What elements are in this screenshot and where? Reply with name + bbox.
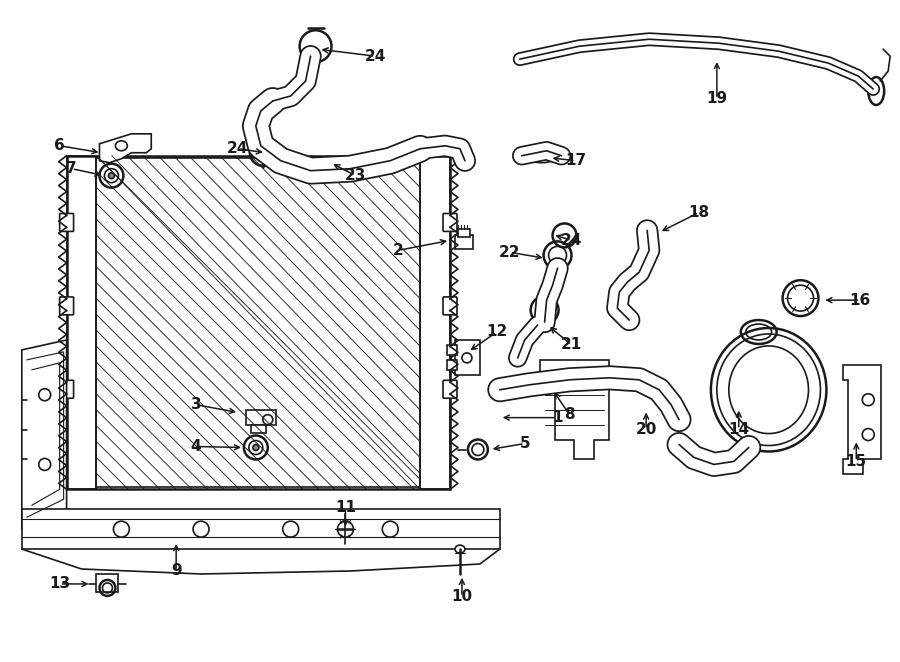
Polygon shape (100, 134, 151, 163)
Bar (246, 410, 275, 424)
Polygon shape (843, 365, 881, 475)
Ellipse shape (108, 173, 114, 179)
Text: 11: 11 (335, 500, 356, 515)
Text: 18: 18 (688, 205, 709, 220)
Text: 19: 19 (706, 91, 727, 107)
Bar (251, 424, 266, 432)
Text: 5: 5 (519, 436, 530, 451)
Bar (447, 360, 457, 370)
Text: 4: 4 (191, 439, 202, 454)
Text: 13: 13 (50, 577, 70, 591)
Text: 20: 20 (635, 422, 657, 437)
FancyBboxPatch shape (59, 380, 74, 399)
Bar (458, 230, 470, 238)
FancyBboxPatch shape (443, 214, 457, 232)
Bar (455, 340, 480, 375)
Bar (447, 345, 457, 355)
Polygon shape (540, 360, 609, 459)
Text: 1: 1 (553, 410, 562, 425)
Text: 15: 15 (846, 454, 867, 469)
Text: 24: 24 (364, 49, 386, 64)
Ellipse shape (455, 545, 465, 553)
Bar (22, 509, 500, 549)
Polygon shape (22, 340, 67, 529)
FancyBboxPatch shape (443, 380, 457, 399)
Text: 9: 9 (171, 563, 182, 579)
Bar (455, 236, 472, 250)
Text: 22: 22 (499, 245, 520, 260)
Text: 2: 2 (392, 243, 403, 258)
Text: 24: 24 (227, 141, 248, 156)
Bar (67, 156, 450, 489)
Text: 16: 16 (850, 293, 871, 308)
FancyBboxPatch shape (443, 297, 457, 315)
Text: 10: 10 (452, 589, 472, 604)
Bar (96, 574, 119, 592)
Text: 6: 6 (54, 138, 65, 154)
Bar (67, 156, 96, 489)
Bar (420, 156, 450, 489)
Text: 7: 7 (67, 161, 76, 176)
FancyBboxPatch shape (59, 214, 74, 232)
Text: 17: 17 (565, 153, 586, 168)
Text: 8: 8 (564, 407, 575, 422)
Ellipse shape (711, 328, 826, 451)
Text: 21: 21 (561, 338, 582, 352)
Ellipse shape (253, 444, 259, 451)
Text: 12: 12 (486, 324, 508, 340)
Text: 14: 14 (728, 422, 750, 437)
Text: 24: 24 (561, 233, 582, 248)
Text: 3: 3 (191, 397, 202, 412)
Bar (96, 158, 420, 487)
FancyBboxPatch shape (59, 297, 74, 315)
Text: 23: 23 (345, 168, 366, 183)
